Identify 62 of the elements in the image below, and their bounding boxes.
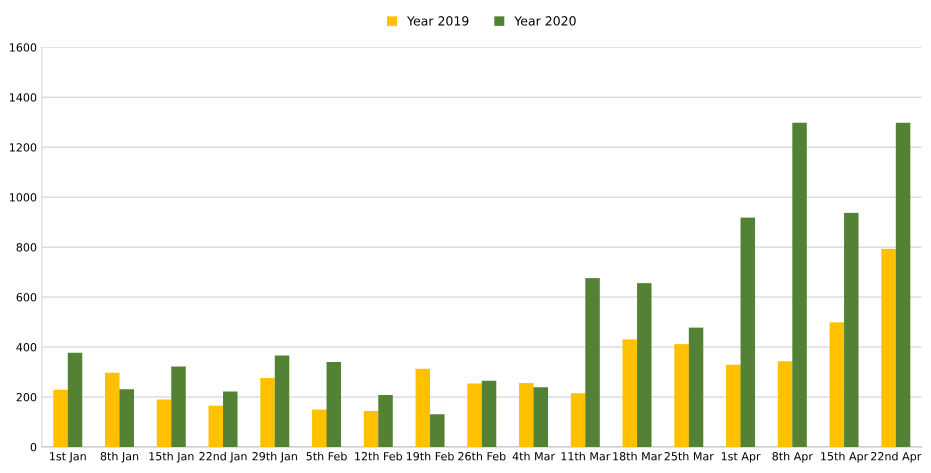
bar [896, 122, 910, 447]
bar [881, 248, 896, 447]
y-tick-label: 200 [16, 393, 36, 402]
x-tick-label: 19th Feb [406, 452, 454, 460]
bar [519, 383, 534, 447]
bar [312, 410, 327, 447]
x-tick-label: 26th Feb [458, 452, 506, 460]
bar [726, 364, 741, 447]
bar [274, 356, 290, 447]
bar [778, 361, 792, 447]
x-tick-label: 8th Jan [100, 452, 138, 463]
x-tick-label: 11th Mar [562, 452, 610, 460]
bar [570, 393, 586, 447]
bar [223, 392, 238, 447]
bar [534, 387, 548, 447]
bar [326, 362, 342, 447]
x-tick-label: 15th Apr [821, 452, 868, 463]
bar [637, 283, 652, 447]
bar [105, 372, 120, 447]
x-tick-label: 25th Mar [664, 452, 714, 460]
y-tick-label: 600 [16, 293, 36, 302]
x-tick-label: 22nd Apr [871, 452, 922, 463]
x-tick-label: 1st Jan [50, 452, 86, 463]
bar [208, 406, 224, 447]
bar [844, 212, 859, 447]
x-tick-label: 5th Feb [306, 452, 347, 460]
bar [120, 389, 134, 447]
bar [68, 352, 82, 447]
y-tick-label: 0 [30, 442, 36, 452]
x-tick-label: 29th Jan [252, 452, 297, 463]
x-tick-label: 22nd Jan [199, 452, 247, 463]
bar [467, 384, 482, 447]
bar [585, 278, 600, 447]
bar [430, 414, 445, 447]
x-tick-label: 8th Apr [772, 452, 813, 463]
y-tick-label: 1600 [10, 43, 36, 52]
x-tick-label: 15th Jan [149, 452, 194, 463]
y-tick-label: 800 [16, 243, 36, 252]
bar [416, 368, 430, 447]
x-tick-label: 1st Apr [722, 452, 761, 463]
bar [378, 395, 393, 447]
bar [156, 400, 172, 447]
legend-label: Year 2020 [514, 16, 576, 26]
legend-label: Year 2019 [407, 16, 468, 26]
bar [260, 378, 275, 447]
bar [622, 339, 638, 447]
y-tick-label: 400 [16, 343, 36, 352]
y-tick-label: 1200 [10, 143, 36, 152]
bar [364, 411, 378, 447]
bar [792, 122, 807, 447]
x-tick-label: 4th Mar [512, 452, 556, 460]
x-tick-label: 18th Mar [613, 452, 662, 460]
y-tick-label: 1400 [10, 93, 36, 102]
bar [53, 390, 68, 447]
bar [830, 322, 844, 447]
bar [688, 328, 704, 447]
y-tick-label: 1000 [10, 193, 36, 202]
bar [482, 380, 496, 447]
bar [740, 218, 756, 447]
x-tick-label: 12th Feb [355, 452, 402, 460]
bar [171, 366, 186, 447]
bar [674, 344, 689, 447]
